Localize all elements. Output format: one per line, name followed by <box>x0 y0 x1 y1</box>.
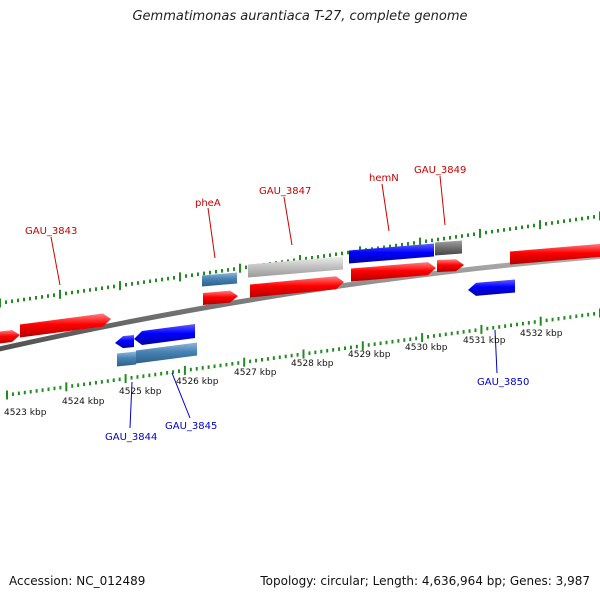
kbp-label: 4524 kbp <box>62 397 105 407</box>
leader-line <box>171 372 191 419</box>
gene-hemn-blue <box>349 243 434 264</box>
kbp-label: 4526 kbp <box>176 377 219 387</box>
kbp-label: 4529 kbp <box>348 350 391 360</box>
reverse-tick-row <box>6 308 600 400</box>
label-leader-lines <box>50 175 498 429</box>
kbp-label: 4532 kbp <box>520 329 563 339</box>
gene-gau-3847-arrow <box>250 276 344 298</box>
forward-gene-label: GAU_3843 <box>25 226 77 237</box>
gene-gau-3847-gray <box>248 256 343 278</box>
reverse-gene-label: GAU_3845 <box>165 421 217 432</box>
reverse-gene-label: GAU_3850 <box>477 377 529 388</box>
kbp-label: 4523 kbp <box>4 408 47 418</box>
accession-text: Accession: NC_012489 <box>9 574 146 588</box>
gene-gau-3845-blue <box>134 324 195 345</box>
kbp-label: 4530 kbp <box>405 343 448 353</box>
forward-gene-label: GAU_3849 <box>414 165 466 176</box>
forward-tick-row <box>0 211 600 308</box>
map-title: Gemmatimonas aurantiaca T-27, complete g… <box>132 9 468 24</box>
leader-line <box>381 183 390 232</box>
leader-line <box>50 236 61 286</box>
gene-gau-3843-arrow <box>20 313 111 338</box>
gene-gau-3849-red-arrow <box>437 259 464 272</box>
leader-line <box>207 207 216 259</box>
gene-labels: GAU_3843 pheA GAU_3847 hemN GAU_3849 GAU_3844… <box>25 165 529 443</box>
gene-right-red <box>510 243 600 265</box>
leader-line <box>494 329 498 374</box>
gene-gau-3849-dark <box>435 240 462 256</box>
gene-gau-3845-steel <box>136 342 197 364</box>
kbp-label: 4528 kbp <box>291 359 334 369</box>
reverse-gene-label: GAU_3844 <box>105 432 157 443</box>
leader-line <box>283 196 293 246</box>
gene-hemn-red-arrow <box>351 262 436 282</box>
gene-steel-fwd <box>202 272 237 287</box>
gene-gau-3850-blue <box>468 279 515 296</box>
kbp-label: 4525 kbp <box>119 387 162 397</box>
genome-summary-text: Topology: circular; Length: 4,636,964 bp… <box>260 574 590 588</box>
forward-gene-label: pheA <box>195 198 221 209</box>
kbp-label: 4527 kbp <box>234 368 277 378</box>
gene-gau-3844-steel <box>117 351 136 367</box>
gene-left-red <box>0 330 20 344</box>
leader-line <box>439 175 446 226</box>
kbp-label: 4531 kbp <box>463 336 506 346</box>
forward-gene-label: hemN <box>369 173 399 184</box>
gene-gau-3844-blue <box>115 335 134 349</box>
leader-line <box>129 381 133 429</box>
kbp-axis-labels: 4523 kbp 4524 kbp 4525 kbp 4526 kbp 4527 kbp… <box>4 329 563 418</box>
forward-gene-label: GAU_3847 <box>259 186 311 197</box>
gene-phea-arrow <box>203 290 238 305</box>
gene-features <box>0 240 600 367</box>
